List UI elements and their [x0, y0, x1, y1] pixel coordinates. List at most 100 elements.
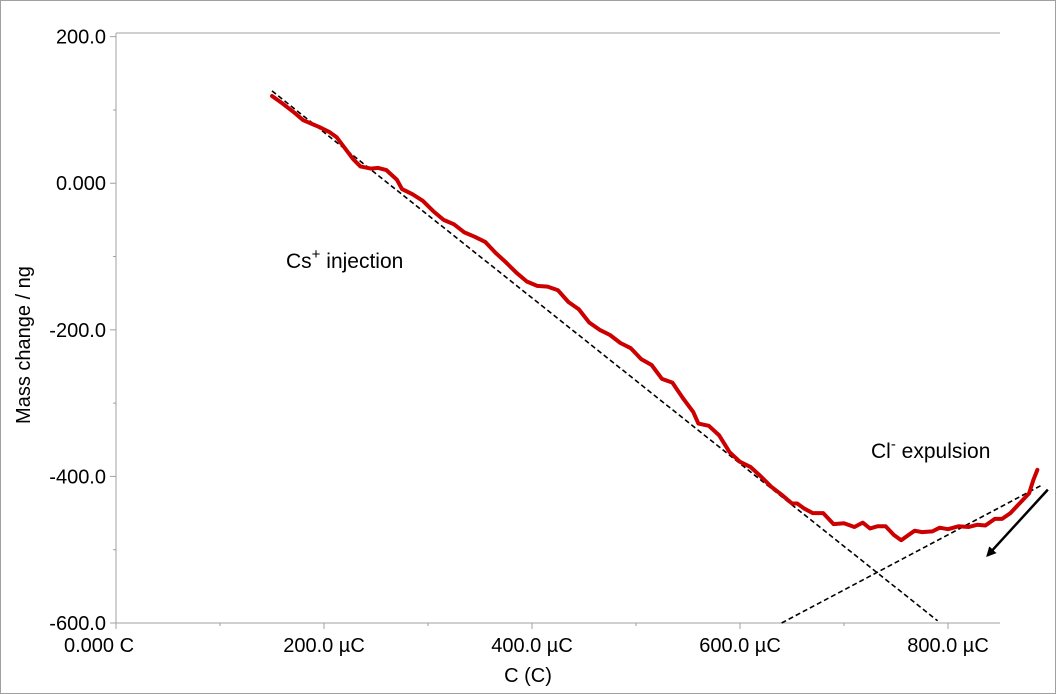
series-point [442, 218, 446, 222]
axes: 200.0 0.000 -200.0 -400.0 -600.00.000 C 200.0… [49, 27, 1000, 657]
series-point [906, 533, 911, 537]
series-point [738, 460, 742, 464]
series-point [1031, 478, 1035, 482]
series-point [618, 341, 623, 345]
series-point [975, 523, 979, 527]
series-point [861, 521, 865, 525]
annotation-cs-superscript: + [312, 246, 321, 263]
y-axis-label: Mass change / ng [13, 266, 35, 424]
series-point [759, 474, 763, 478]
series-point [967, 525, 971, 529]
series-point [811, 511, 815, 515]
series-point [884, 524, 888, 528]
series-point [696, 422, 701, 426]
series-point [1008, 511, 1013, 515]
annotation-cl-expulsion: Cl- expulsion [871, 436, 990, 463]
series-point [681, 396, 685, 400]
series-point [832, 522, 836, 526]
series-point [1000, 517, 1004, 521]
series-point [875, 524, 879, 528]
y-tick-label: -600.0 [49, 613, 106, 635]
series-point [608, 333, 612, 337]
series-point [317, 125, 321, 129]
series-point [483, 240, 487, 244]
series-point [577, 307, 581, 311]
series-point [462, 230, 466, 234]
y-tick-label: -200.0 [49, 320, 106, 342]
series-point [717, 433, 721, 437]
y-tick-label: 200.0 [56, 27, 106, 49]
series-point [369, 167, 373, 171]
series-line [270, 94, 1040, 543]
series-point [598, 328, 602, 332]
series-point [983, 523, 988, 528]
series-point [312, 123, 316, 127]
y-tick-label: -400.0 [49, 466, 106, 488]
series-point [556, 288, 560, 292]
series-point [1021, 498, 1025, 502]
series-point [956, 524, 961, 528]
series-point [400, 187, 404, 191]
series-point [452, 222, 456, 226]
series-point [707, 424, 711, 428]
x-tick-label: 0.000 C [64, 635, 134, 657]
series-point [514, 271, 519, 275]
series-point [421, 199, 425, 203]
series-group [270, 94, 1040, 543]
fit-line [781, 484, 1042, 624]
series-point [535, 284, 539, 288]
series-point [629, 346, 633, 350]
series-point [395, 178, 399, 182]
series-point [343, 146, 347, 150]
series-point [780, 493, 784, 497]
series-point [270, 94, 274, 98]
series-point [1035, 468, 1039, 472]
series-point [748, 465, 753, 469]
x-tick-label: 800.0 µC [907, 635, 989, 657]
series-point [566, 300, 571, 304]
series-point [358, 164, 362, 168]
series-point [1015, 504, 1019, 509]
series-point [842, 521, 846, 525]
x-tick-label: 200.0 µC [283, 635, 365, 657]
series-point [868, 526, 872, 531]
series-point [795, 501, 799, 506]
series-point [892, 533, 896, 537]
series-point [431, 209, 435, 213]
series-point [504, 260, 508, 264]
fit-lines [271, 90, 1042, 624]
series-point [821, 511, 825, 515]
annotation-cs-injection: Cs+ injection [286, 246, 403, 273]
series-point [913, 529, 917, 533]
series-point [334, 135, 339, 139]
series-point [1027, 491, 1031, 495]
series-point [546, 285, 550, 289]
series-point [376, 166, 380, 170]
series-point [852, 525, 857, 529]
series-point [384, 168, 388, 172]
annotation-cl-superscript: - [891, 436, 896, 453]
series-point [587, 320, 591, 325]
series-point [280, 101, 284, 105]
series-point [660, 377, 664, 381]
series-point [920, 530, 924, 534]
series-point [494, 251, 498, 255]
series-point [327, 130, 331, 134]
series-point [650, 363, 654, 367]
series-point [790, 501, 794, 506]
series-point [473, 235, 477, 239]
series-point [351, 157, 355, 161]
direction-arrow [986, 488, 1049, 558]
series-point [930, 529, 935, 534]
series-point [769, 485, 773, 489]
series-point [993, 517, 997, 521]
series-point [525, 279, 529, 284]
series-point [899, 538, 903, 542]
x-axis-label: C (C) [504, 665, 552, 687]
series-point [802, 507, 807, 511]
fit-line [271, 90, 939, 622]
y-tick-label: 0.000 [56, 173, 106, 195]
series-point [291, 109, 295, 113]
